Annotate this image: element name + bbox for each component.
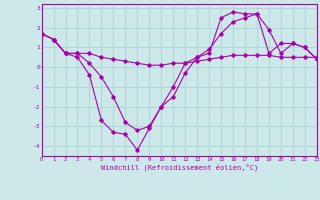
X-axis label: Windchill (Refroidissement éolien,°C): Windchill (Refroidissement éolien,°C): [100, 164, 258, 171]
